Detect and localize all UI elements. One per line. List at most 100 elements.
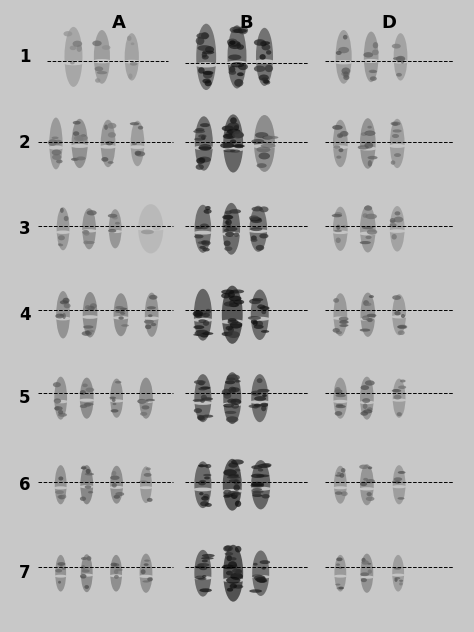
Ellipse shape [224,490,231,495]
Ellipse shape [63,313,66,319]
Ellipse shape [222,389,231,396]
Ellipse shape [261,41,270,45]
Ellipse shape [193,401,213,405]
Ellipse shape [220,143,234,149]
Ellipse shape [338,586,344,589]
Ellipse shape [222,564,234,569]
Ellipse shape [225,232,234,237]
Ellipse shape [195,310,207,315]
Ellipse shape [195,330,208,336]
Ellipse shape [194,138,204,141]
Ellipse shape [334,466,346,504]
Ellipse shape [229,557,237,561]
Ellipse shape [72,119,88,168]
Ellipse shape [195,313,203,319]
Ellipse shape [83,241,89,245]
Ellipse shape [83,231,90,236]
Ellipse shape [336,51,342,55]
Ellipse shape [261,310,266,314]
Ellipse shape [198,564,204,566]
Ellipse shape [205,46,214,53]
Ellipse shape [392,389,400,392]
Ellipse shape [202,78,211,83]
Ellipse shape [365,236,372,239]
Ellipse shape [393,33,407,81]
Ellipse shape [335,387,340,392]
Ellipse shape [365,318,374,321]
Ellipse shape [200,332,209,337]
Ellipse shape [259,207,269,212]
Ellipse shape [361,132,367,136]
Ellipse shape [64,31,73,37]
Ellipse shape [362,560,369,565]
Ellipse shape [389,229,406,233]
Ellipse shape [363,59,380,63]
Ellipse shape [251,465,263,469]
Ellipse shape [332,400,348,403]
Ellipse shape [100,145,117,149]
Ellipse shape [335,389,343,393]
Ellipse shape [227,476,240,479]
Ellipse shape [264,80,270,85]
Ellipse shape [234,144,244,148]
Ellipse shape [203,494,209,499]
Ellipse shape [359,487,375,490]
Ellipse shape [49,118,63,169]
Ellipse shape [226,227,237,231]
Ellipse shape [54,398,61,404]
Ellipse shape [194,550,211,597]
Ellipse shape [336,405,346,408]
Ellipse shape [82,315,99,319]
Ellipse shape [112,403,117,405]
Ellipse shape [76,157,86,161]
Ellipse shape [233,585,243,588]
Ellipse shape [48,145,64,150]
Ellipse shape [139,554,152,593]
Ellipse shape [229,303,239,307]
Ellipse shape [138,400,154,403]
Ellipse shape [58,581,61,583]
Ellipse shape [225,221,229,224]
Ellipse shape [226,61,248,66]
Ellipse shape [201,557,214,559]
Ellipse shape [266,50,271,55]
Ellipse shape [144,320,154,324]
Ellipse shape [225,411,237,414]
Ellipse shape [336,475,341,477]
Ellipse shape [230,321,242,329]
Ellipse shape [229,42,241,49]
Ellipse shape [250,227,262,231]
Ellipse shape [231,459,244,465]
Ellipse shape [197,578,207,580]
Ellipse shape [200,224,209,229]
Ellipse shape [115,381,121,384]
Ellipse shape [81,557,88,560]
Ellipse shape [147,577,153,581]
Ellipse shape [202,55,209,59]
Ellipse shape [251,474,264,478]
Ellipse shape [254,396,266,401]
Ellipse shape [336,331,342,334]
Ellipse shape [199,157,205,162]
Ellipse shape [203,71,212,78]
Ellipse shape [332,231,349,234]
Ellipse shape [229,209,241,214]
Ellipse shape [367,313,376,317]
Ellipse shape [222,286,243,344]
Ellipse shape [58,410,63,415]
Ellipse shape [359,401,375,404]
Ellipse shape [63,298,70,303]
Ellipse shape [196,37,204,45]
Ellipse shape [336,225,340,230]
Ellipse shape [228,463,238,468]
Ellipse shape [251,139,264,144]
Ellipse shape [110,409,118,413]
Ellipse shape [144,563,149,566]
Ellipse shape [223,545,231,552]
Ellipse shape [224,301,236,307]
Ellipse shape [222,147,245,152]
Ellipse shape [198,241,210,245]
Ellipse shape [195,227,203,229]
Ellipse shape [250,487,272,490]
Ellipse shape [401,58,404,64]
